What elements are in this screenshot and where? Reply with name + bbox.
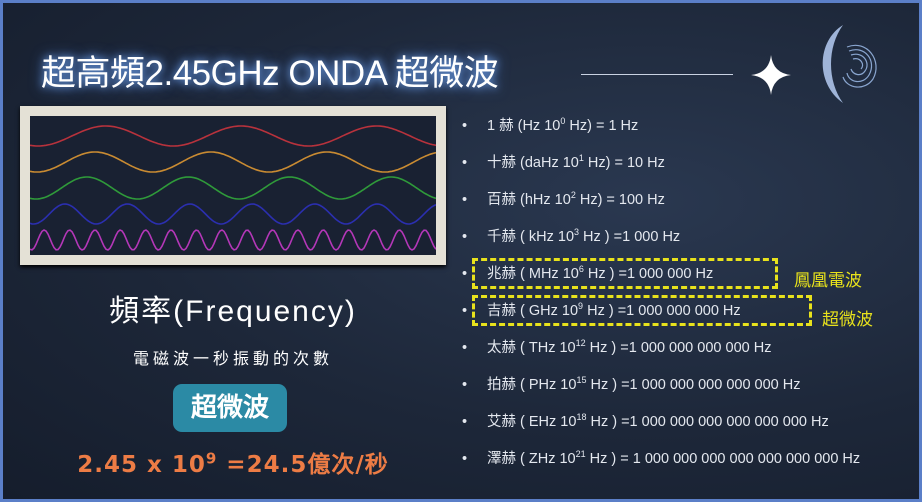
- unit-row: • 百赫 (hHz 102 Hz) = 100 Hz: [458, 188, 665, 210]
- microwave-badge: 超微波: [173, 384, 287, 432]
- unit-exponent: 9: [578, 301, 584, 312]
- unit-value: Hz ) = 1 000 000 000 000 000 000 000 Hz: [585, 451, 861, 467]
- unit-exponent: 18: [576, 412, 587, 423]
- unit-value: Hz) = 100 Hz: [575, 192, 665, 208]
- title-divider: [581, 74, 733, 75]
- bullet: •: [462, 118, 468, 134]
- frequency-waves-illustration: [30, 116, 436, 255]
- unit-exponent: 21: [575, 449, 586, 460]
- bullet: •: [462, 192, 468, 208]
- calc-base: 2.45 x 10: [77, 452, 206, 478]
- slide-title: 超高頻2.45GHz ONDA 超微波: [41, 54, 499, 93]
- unit-prefix: 兆赫 ( MHz 10: [487, 266, 579, 282]
- unit-row: • 艾赫 ( EHz 1018 Hz ) =1 000 000 000 000 0…: [458, 410, 829, 432]
- ghz-label: 超微波: [822, 310, 873, 330]
- sparkle-star-icon: [751, 55, 791, 95]
- swirl-logo-icon: [822, 25, 877, 103]
- unit-prefix: 澤赫 ( ZHz 10: [487, 451, 576, 467]
- unit-prefix: 太赫 ( THz 10: [487, 340, 576, 356]
- unit-prefix: 千赫 ( kHz 10: [487, 229, 575, 245]
- bullet: •: [462, 414, 468, 430]
- wave-line: [30, 125, 436, 147]
- unit-value: Hz ) =1 000 000 000 000 000 000 Hz: [586, 414, 829, 430]
- unit-exponent: 0: [560, 116, 566, 127]
- unit-exponent: 6: [578, 264, 584, 275]
- bullet: •: [462, 266, 468, 282]
- frequency-heading: 頻率(Frequency): [109, 295, 357, 328]
- unit-row: • 太赫 ( THz 1012 Hz ) =1 000 000 000 000 H…: [458, 336, 771, 358]
- unit-row: • 吉赫 ( GHz 109 Hz ) =1 000 000 000 Hz: [458, 299, 741, 321]
- unit-value: Hz ) =1 000 000 000 000 000 Hz: [586, 377, 801, 393]
- calc-exponent: 9: [205, 449, 218, 468]
- mhz-label: 鳳凰電波: [794, 271, 862, 291]
- wave-line: [30, 176, 436, 200]
- unit-value: Hz) = 1 Hz: [565, 118, 639, 134]
- calc-result: =24.5億次/秒: [217, 452, 389, 478]
- unit-prefix: 百赫 (hHz 10: [487, 192, 571, 208]
- bullet: •: [462, 155, 468, 171]
- slide: 超高頻2.45GHz ONDA 超微波 頻率(Frequency) 電磁波一秒振…: [3, 3, 919, 499]
- unit-row: • 拍赫 ( PHz 1015 Hz ) =1 000 000 000 000 0…: [458, 373, 800, 395]
- wave-line: [30, 229, 436, 251]
- unit-prefix: 1 赫 (Hz 10: [487, 118, 561, 134]
- unit-exponent: 12: [575, 338, 586, 349]
- bullet: •: [462, 303, 468, 319]
- unit-value: Hz) = 10 Hz: [583, 155, 665, 171]
- unit-exponent: 3: [574, 227, 580, 238]
- unit-value: Hz ) =1 000 000 Hz: [583, 266, 714, 282]
- unit-value: Hz ) =1 000 000 000 Hz: [583, 303, 741, 319]
- wave-line: [30, 151, 436, 173]
- unit-prefix: 十赫 (daHz 10: [487, 155, 579, 171]
- bullet: •: [462, 377, 468, 393]
- unit-prefix: 吉赫 ( GHz 10: [487, 303, 579, 319]
- unit-exponent: 15: [576, 375, 587, 386]
- frequency-description: 電磁波一秒振動的次數: [132, 349, 333, 368]
- unit-value: Hz ) =1 000 000 000 000 Hz: [585, 340, 772, 356]
- ghz-highlight-box: [472, 295, 812, 326]
- calculation-text: 2.45 x 109 =24.5億次/秒: [3, 445, 463, 479]
- mhz-highlight-box: [472, 258, 778, 289]
- bullet: •: [462, 451, 468, 467]
- unit-exponent: 1: [578, 153, 584, 164]
- waves-frame: [20, 106, 446, 265]
- unit-value: Hz ) =1 000 Hz: [579, 229, 681, 245]
- unit-prefix: 艾赫 ( EHz 10: [487, 414, 577, 430]
- bullet: •: [462, 229, 468, 245]
- wave-line: [30, 203, 436, 225]
- bullet: •: [462, 340, 468, 356]
- unit-exponent: 2: [570, 190, 576, 201]
- unit-row: • 1 赫 (Hz 100 Hz) = 1 Hz: [458, 114, 638, 136]
- unit-row: • 澤赫 ( ZHz 1021 Hz ) = 1 000 000 000 000 …: [458, 447, 860, 469]
- unit-row: • 兆赫 ( MHz 106 Hz ) =1 000 000 Hz: [458, 262, 713, 284]
- unit-prefix: 拍赫 ( PHz 10: [487, 377, 577, 393]
- unit-row: • 十赫 (daHz 101 Hz) = 10 Hz: [458, 151, 665, 173]
- unit-row: • 千赫 ( kHz 103 Hz ) =1 000 Hz: [458, 225, 680, 247]
